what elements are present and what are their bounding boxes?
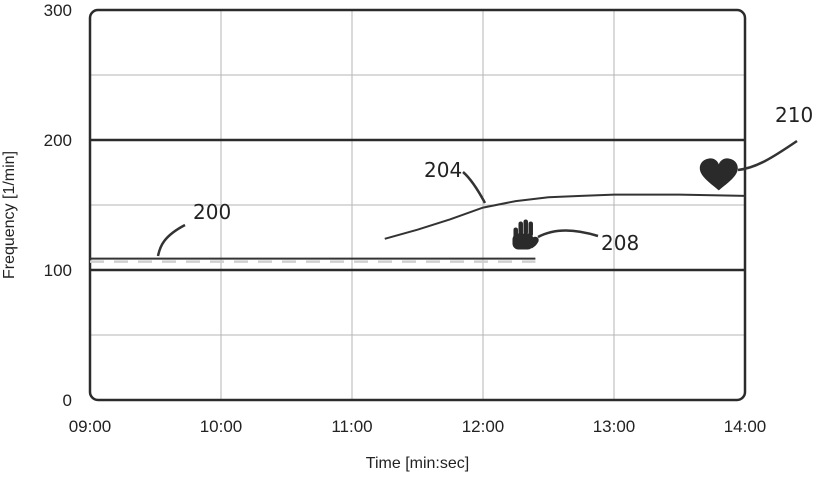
leader-line-204 <box>462 171 487 204</box>
series-label-200: 200 <box>193 200 231 224</box>
x-tick-label: 12:00 <box>462 417 505 436</box>
hand-thumb <box>531 236 539 249</box>
hand-finger <box>528 221 533 237</box>
leader-line-208 <box>537 229 599 239</box>
x-tick-label: 09:00 <box>69 417 112 436</box>
hand-palm <box>512 233 534 250</box>
x-tick-label: 10:00 <box>200 417 243 436</box>
y-tick-label: 300 <box>44 1 72 20</box>
grid <box>90 10 745 400</box>
annotation-layer: 200 204 208 210 <box>156 103 813 257</box>
series-label-204: 204 <box>424 158 462 182</box>
hand-finger <box>518 221 523 237</box>
x-tick-label: 14:00 <box>724 417 767 436</box>
heart-icon <box>699 158 738 191</box>
x-axis-label: Time [min:sec] <box>366 455 469 472</box>
x-tick-label: 13:00 <box>593 417 636 436</box>
leader-line-210 <box>737 139 798 172</box>
y-tick-labels: 0 100 200 300 <box>44 1 72 410</box>
series-line-solid <box>384 193 746 240</box>
series-layer <box>90 193 746 263</box>
leader-line-200 <box>156 223 186 257</box>
hand-icon <box>512 219 539 250</box>
y-tick-label: 0 <box>63 391 72 410</box>
y-tick-label: 200 <box>44 131 72 150</box>
hand-finger <box>523 219 528 235</box>
x-tick-label: 11:00 <box>331 417 372 436</box>
y-axis-label: Frequency [1/min] <box>1 151 18 279</box>
y-tick-label: 100 <box>44 261 72 280</box>
annotation-label-210: 210 <box>775 103 813 127</box>
x-tick-labels: 09:00 10:00 11:00 12:00 13:00 14:00 <box>69 417 767 436</box>
heart-shape <box>699 158 738 191</box>
plot-frame <box>88 8 747 402</box>
annotation-label-208: 208 <box>601 231 639 255</box>
reference-lines <box>90 138 745 272</box>
